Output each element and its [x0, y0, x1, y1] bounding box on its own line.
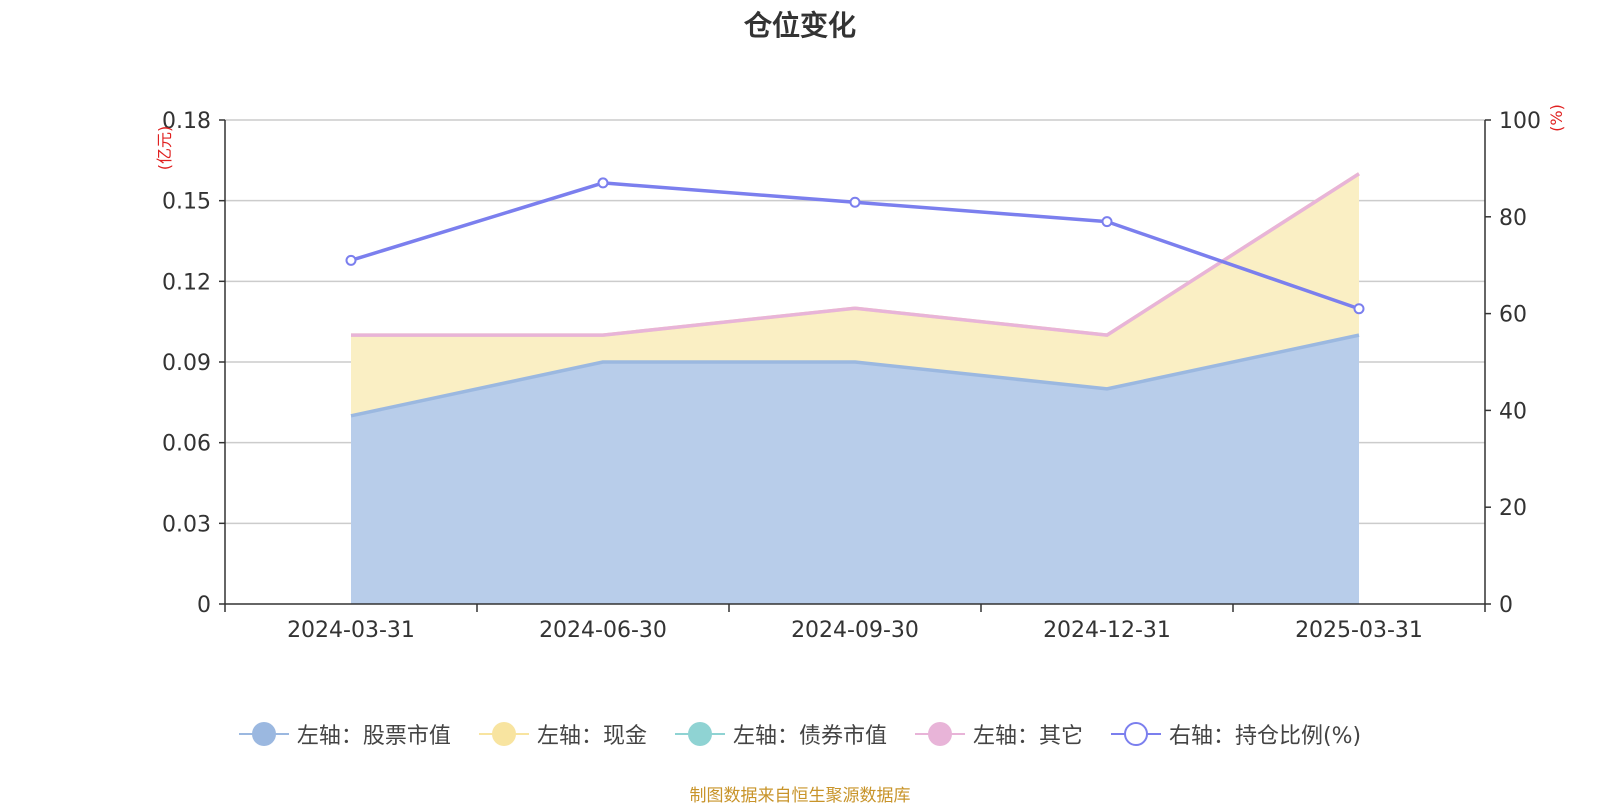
chart-legend: 左轴：股票市值 左轴：现金 左轴：债券市值 左轴：其它 右轴：持仓比例(%) [0, 718, 1600, 750]
left-axis-unit: (亿元) [155, 126, 174, 171]
legend-item[interactable]: 右轴：持仓比例(%) [1110, 718, 1362, 750]
legend-item[interactable]: 左轴：其它 [914, 718, 1083, 750]
left-tick-label: 0.06 [162, 432, 211, 457]
right-tick-label: 80 [1499, 206, 1527, 231]
legend-label: 左轴：股票市值 [296, 724, 451, 749]
right-tick-label: 20 [1499, 496, 1527, 521]
legend-item[interactable]: 左轴：现金 [478, 718, 647, 750]
left-tick-label: 0.15 [162, 190, 211, 215]
legend-swatch-icon [478, 721, 529, 747]
legend-label: 左轴：现金 [536, 724, 647, 749]
chart-title: 仓位变化 [743, 9, 856, 42]
legend-swatch-icon [1110, 721, 1161, 747]
holding-ratio-point [849, 196, 861, 208]
area-左轴：股票市值 [351, 335, 1359, 604]
holding-ratio-point [1101, 216, 1113, 228]
legend-label: 右轴：持仓比例(%) [1168, 724, 1362, 749]
left-tick-label: 0 [197, 593, 211, 618]
area-左轴：现金 [351, 173, 1359, 416]
x-tick-label: 2025-03-31 [1295, 618, 1423, 643]
holding-ratio-point [345, 254, 357, 266]
legend-swatch-icon [914, 721, 965, 747]
legend-item[interactable]: 左轴：债券市值 [674, 718, 887, 750]
left-tick-label: 0.09 [162, 351, 211, 376]
legend-label: 左轴：债券市值 [732, 724, 887, 749]
series-line-左轴：其它 [351, 172, 1360, 337]
legend-label: 左轴：其它 [972, 724, 1083, 749]
series-line-左轴：股票市值 [350, 333, 1360, 418]
right-axis-unit: (%) [1547, 104, 1566, 132]
left-tick-label: 0.03 [162, 512, 211, 537]
legend-swatch-icon [674, 721, 725, 747]
left-tick-label: 0.18 [162, 109, 211, 134]
right-tick-label: 0 [1499, 593, 1513, 618]
legend-item[interactable]: 左轴：股票市值 [238, 718, 451, 750]
holding-ratio-point [1353, 303, 1365, 315]
left-tick-label: 0.12 [162, 270, 211, 295]
x-tick-label: 2024-03-31 [287, 618, 415, 643]
source-note: 制图数据来自恒生聚源数据库 [689, 786, 911, 806]
right-tick-label: 100 [1499, 109, 1541, 134]
legend-swatch-icon [238, 721, 289, 747]
right-tick-label: 40 [1499, 399, 1527, 424]
right-tick-label: 60 [1499, 303, 1527, 328]
x-tick-label: 2024-12-31 [1043, 618, 1171, 643]
x-tick-label: 2024-09-30 [791, 618, 919, 643]
holding-ratio-point [597, 177, 609, 189]
x-tick-label: 2024-06-30 [539, 618, 667, 643]
